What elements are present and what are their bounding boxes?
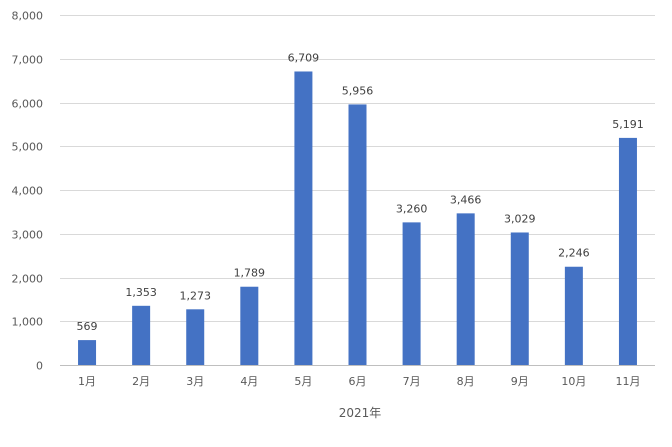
- bar: [294, 71, 313, 365]
- x-axis-title: 2021年: [339, 406, 382, 420]
- y-tick-label: 8,000: [12, 10, 44, 23]
- bar: [456, 213, 475, 365]
- x-axis-ticks: 1月 2月 3月 4月 5月 6月 7月 8月 9月 10月 11月: [78, 375, 640, 388]
- bar: [618, 137, 637, 365]
- x-tick-label: 6月: [349, 375, 367, 388]
- data-label: 1,789: [234, 267, 266, 280]
- y-tick-label: 7,000: [12, 54, 44, 67]
- data-label: 2,246: [558, 247, 590, 260]
- data-label: 3,466: [450, 193, 482, 206]
- x-tick-label: 3月: [186, 375, 204, 388]
- bar: [240, 286, 259, 365]
- y-tick-label: 6,000: [12, 98, 44, 111]
- x-tick-label: 9月: [511, 375, 529, 388]
- bar: [186, 309, 205, 365]
- x-tick-label: 5月: [294, 375, 312, 388]
- x-tick-label: 8月: [457, 375, 475, 388]
- bar: [564, 266, 583, 365]
- x-tick-label: 11月: [615, 375, 640, 388]
- data-label: 569: [77, 320, 98, 333]
- y-tick-label: 0: [36, 360, 43, 373]
- y-tick-label: 3,000: [12, 229, 44, 242]
- data-label: 3,260: [396, 202, 428, 215]
- bar: [132, 305, 151, 365]
- bar: [510, 232, 529, 365]
- y-axis-ticks: 0 1,000 2,000 3,000 4,000 5,000 6,000 7,000 8,00…: [12, 10, 44, 373]
- x-tick-label: 10月: [561, 375, 586, 388]
- bars: [78, 71, 637, 366]
- bar: [348, 104, 367, 366]
- x-tick-label: 2月: [132, 375, 150, 388]
- data-label: 5,956: [342, 84, 374, 97]
- data-label: 6,709: [288, 51, 320, 64]
- data-label: 1,273: [179, 289, 211, 302]
- data-label: 5,191: [612, 118, 644, 131]
- x-tick-label: 7月: [403, 375, 421, 388]
- y-tick-label: 5,000: [12, 141, 44, 154]
- x-tick-label: 1月: [78, 375, 96, 388]
- x-tick-label: 4月: [240, 375, 258, 388]
- data-label: 3,029: [504, 212, 536, 225]
- data-label: 1,353: [125, 286, 157, 299]
- data-labels: 569 1,353 1,273 1,789 6,709 5,956 3,260 3,466 3,…: [77, 51, 644, 333]
- bar: [78, 340, 97, 365]
- y-tick-label: 1,000: [12, 316, 44, 329]
- y-tick-label: 4,000: [12, 185, 44, 198]
- y-tick-label: 2,000: [12, 273, 44, 286]
- bar: [402, 222, 421, 365]
